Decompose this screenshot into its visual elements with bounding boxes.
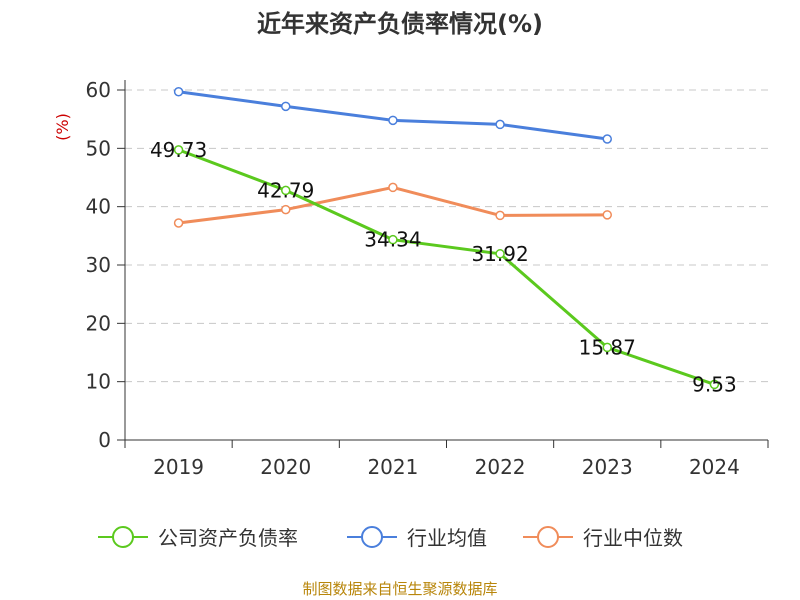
data-point bbox=[602, 134, 612, 144]
data-point bbox=[388, 182, 398, 193]
x-tick-label: 2022 bbox=[475, 455, 526, 479]
legend-label: 行业均值 bbox=[407, 526, 487, 550]
x-tick-label: 2021 bbox=[367, 455, 418, 479]
y-tick-label: 40 bbox=[86, 195, 111, 219]
data-label: 15.87 bbox=[579, 335, 636, 359]
legend-marker bbox=[112, 526, 134, 548]
data-point bbox=[495, 249, 505, 259]
series-line bbox=[178, 185, 608, 225]
series-line bbox=[178, 148, 715, 386]
data-point bbox=[388, 234, 398, 245]
y-tick-label: 60 bbox=[86, 78, 111, 102]
data-point bbox=[602, 210, 612, 220]
legend-label: 公司资产负债率 bbox=[158, 526, 298, 550]
legend-marker bbox=[537, 526, 559, 548]
legend-label: 行业中位数 bbox=[583, 526, 683, 550]
chart-title: 近年来资产负债率情况(%) bbox=[257, 10, 543, 38]
data-point bbox=[281, 204, 291, 215]
data-label: 31.92 bbox=[471, 242, 528, 266]
x-tick-label: 2024 bbox=[689, 455, 740, 479]
data-point bbox=[495, 119, 505, 130]
source-footer: 制图数据来自恒生聚源数据库 bbox=[302, 580, 498, 598]
data-point bbox=[281, 185, 291, 196]
data-label: 34.34 bbox=[364, 228, 421, 252]
y-axis-label: (%) bbox=[53, 113, 72, 141]
series-lines bbox=[173, 87, 720, 390]
x-tick-label: 2019 bbox=[153, 455, 204, 479]
data-point bbox=[173, 145, 184, 155]
data-point bbox=[709, 379, 720, 390]
data-label: 49.73 bbox=[150, 138, 207, 162]
data-point bbox=[602, 342, 612, 353]
data-point bbox=[388, 115, 398, 126]
data-label: 42.79 bbox=[257, 178, 314, 202]
data-point bbox=[173, 218, 184, 228]
data-point bbox=[281, 101, 291, 112]
series-line bbox=[178, 90, 608, 141]
y-tick-label: 30 bbox=[86, 253, 111, 277]
y-tick-label: 0 bbox=[98, 428, 111, 452]
x-tick-label: 2023 bbox=[582, 455, 633, 479]
data-label: 9.53 bbox=[692, 372, 737, 396]
y-tick-label: 10 bbox=[86, 370, 111, 394]
data-point bbox=[173, 87, 184, 97]
legend: 公司资产负债率 行业均值 行业中位数 bbox=[98, 526, 683, 550]
x-tick-label: 2020 bbox=[260, 455, 311, 479]
legend-marker bbox=[361, 526, 383, 548]
y-tick-label: 50 bbox=[86, 136, 111, 160]
data-labels: 49.73 42.79 34.34 31.92 15.87 9.53 bbox=[150, 138, 737, 396]
data-point bbox=[495, 210, 505, 221]
grid-lines bbox=[125, 89, 768, 383]
axes: 0 10 20 30 40 50 60 (%) 2019 2020 2021 2022 2023 2024 bbox=[53, 78, 769, 479]
y-tick-label: 20 bbox=[86, 311, 111, 335]
